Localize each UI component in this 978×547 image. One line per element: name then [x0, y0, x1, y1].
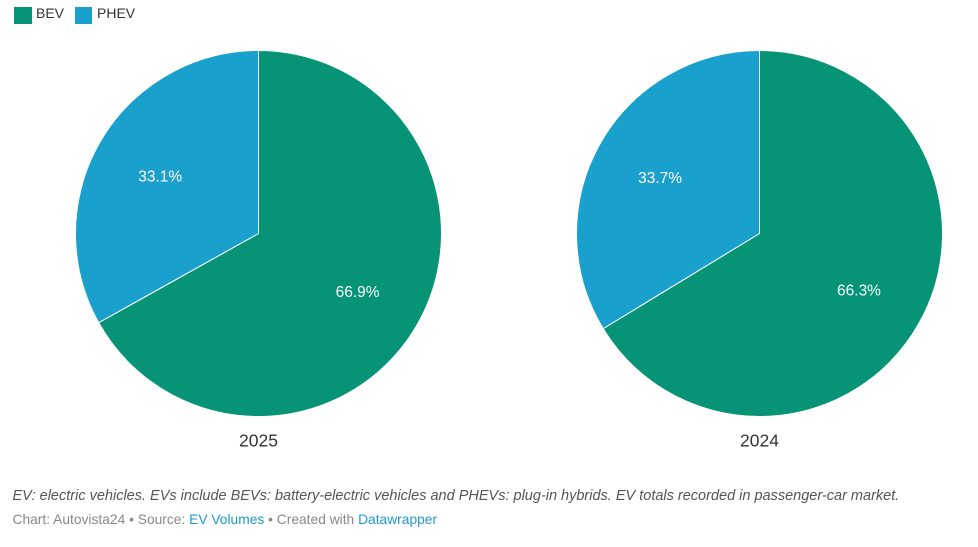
- svg-text:33.1%: 33.1%: [138, 168, 182, 185]
- svg-text:2024: 2024: [740, 431, 779, 451]
- svg-text:66.9%: 66.9%: [336, 284, 380, 301]
- svg-text:66.3%: 66.3%: [837, 283, 881, 300]
- svg-text:2025: 2025: [239, 431, 278, 451]
- svg-text:33.7%: 33.7%: [638, 170, 682, 187]
